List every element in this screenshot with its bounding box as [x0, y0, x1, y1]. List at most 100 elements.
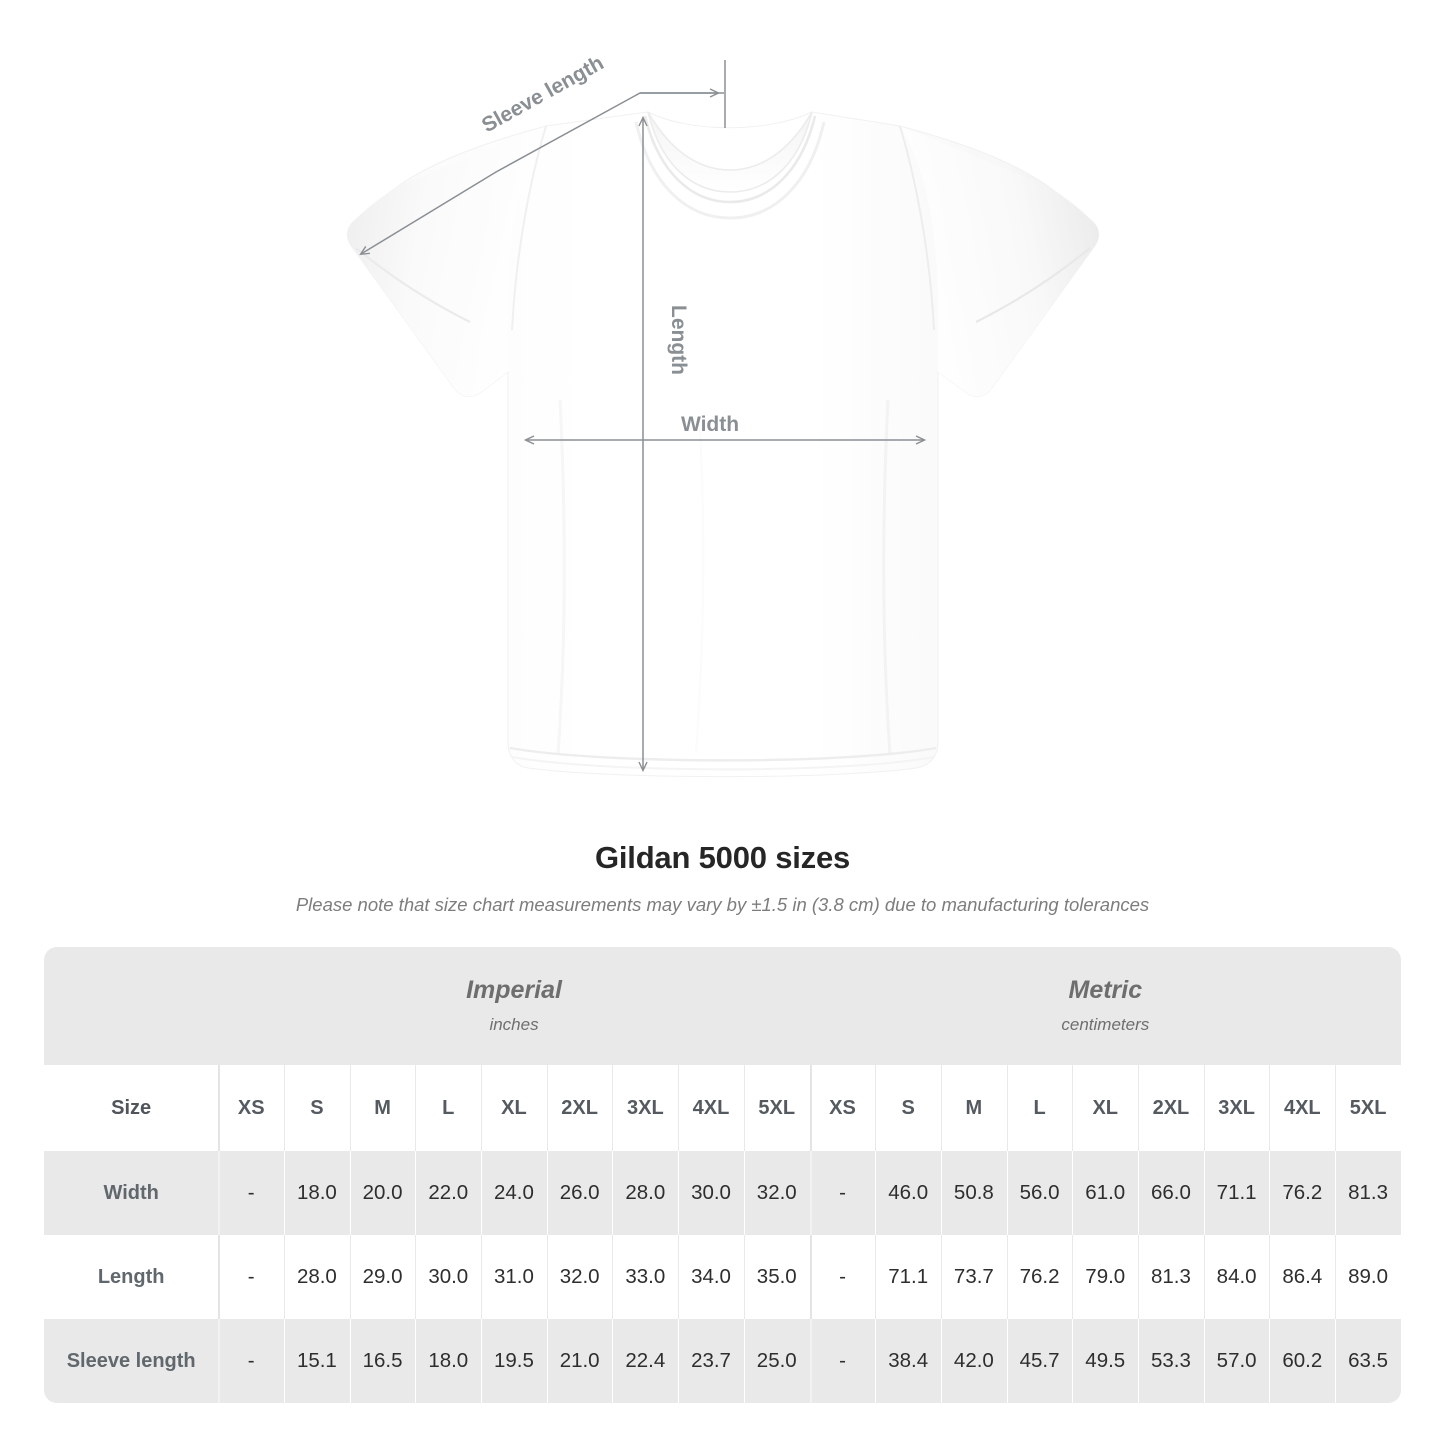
- cell-width-metric-5xl: 81.3: [1335, 1151, 1401, 1235]
- size-header-metric-xl: XL: [1072, 1065, 1139, 1151]
- chart-heading-block: Gildan 5000 sizes Please note that size …: [0, 840, 1445, 916]
- cell-sleeve-imperial-l: 18.0: [415, 1319, 482, 1403]
- cell-sleeve-imperial-2xl: 21.0: [546, 1319, 613, 1403]
- size-header-imperial-4xl: 4XL: [678, 1065, 744, 1151]
- size-chart-table-wrapper: Imperial inches Metric centimeters Size …: [44, 947, 1401, 1403]
- size-header-label: Size: [44, 1065, 219, 1151]
- cell-width-metric-2xl: 66.0: [1138, 1151, 1204, 1235]
- cell-sleeve-metric-l: 45.7: [1006, 1319, 1073, 1403]
- measurement-annotations: [361, 60, 924, 770]
- cell-width-metric-xs: -: [809, 1151, 876, 1235]
- cell-sleeve-metric-4xl: 60.2: [1269, 1319, 1336, 1403]
- cell-sleeve-imperial-xl: 19.5: [481, 1319, 547, 1403]
- cell-sleeve-imperial-4xl: 23.7: [678, 1319, 744, 1403]
- cell-length-imperial-s: 28.0: [284, 1235, 350, 1319]
- cell-width-imperial-3xl: 28.0: [612, 1151, 679, 1235]
- cell-sleeve-metric-s: 38.4: [875, 1319, 942, 1403]
- table-row-width: Width - 18.0 20.0 22.0 24.0 26.0 28.0 30…: [44, 1151, 1401, 1235]
- cell-length-metric-m: 73.7: [941, 1235, 1007, 1319]
- cell-length-metric-xl: 79.0: [1072, 1235, 1139, 1319]
- size-header-metric-3xl: 3XL: [1203, 1065, 1270, 1151]
- cell-sleeve-imperial-5xl: 25.0: [743, 1319, 810, 1403]
- unit-name-metric: Metric: [1068, 976, 1143, 1005]
- cell-sleeve-imperial-m: 16.5: [349, 1319, 416, 1403]
- page-title: Gildan 5000 sizes: [594, 840, 851, 875]
- cell-width-metric-xl: 61.0: [1072, 1151, 1139, 1235]
- size-header-imperial-m: M: [349, 1065, 416, 1151]
- size-header-metric-4xl: 4XL: [1269, 1065, 1336, 1151]
- cell-sleeve-metric-5xl: 63.5: [1335, 1319, 1401, 1403]
- table-row-length: Length - 28.0 29.0 30.0 31.0 32.0 33.0 3…: [44, 1235, 1401, 1319]
- size-header-imperial-2xl: 2XL: [546, 1065, 613, 1151]
- cell-length-metric-3xl: 84.0: [1203, 1235, 1270, 1319]
- size-header-metric-m: M: [941, 1065, 1007, 1151]
- size-header-imperial-s: S: [284, 1065, 350, 1151]
- cell-sleeve-metric-3xl: 57.0: [1203, 1319, 1270, 1403]
- cell-width-imperial-4xl: 30.0: [678, 1151, 744, 1235]
- sleeve-length-dimension: [361, 60, 726, 254]
- tshirt-illustration: Sleeve length Length Width: [346, 51, 1100, 778]
- width-label: Width: [681, 413, 739, 436]
- unit-spacer-cell: [44, 947, 219, 1065]
- cell-width-imperial-5xl: 32.0: [743, 1151, 810, 1235]
- cell-width-imperial-l: 22.0: [415, 1151, 482, 1235]
- cell-sleeve-metric-xs: -: [809, 1319, 876, 1403]
- unit-cell-imperial: Imperial inches: [218, 947, 810, 1065]
- cell-sleeve-imperial-s: 15.1: [284, 1319, 350, 1403]
- cell-length-imperial-l: 30.0: [415, 1235, 482, 1319]
- tshirt-diagram: Sleeve length Length Width: [346, 51, 1100, 778]
- size-header-imperial-3xl: 3XL: [612, 1065, 679, 1151]
- size-header-imperial-xs: XS: [218, 1065, 285, 1151]
- table-row-sleeve-length: Sleeve length - 15.1 16.5 18.0 19.5 21.0…: [44, 1319, 1401, 1403]
- cell-width-imperial-m: 20.0: [349, 1151, 416, 1235]
- cell-width-imperial-2xl: 26.0: [546, 1151, 613, 1235]
- unit-cell-metric: Metric centimeters: [809, 947, 1401, 1065]
- cell-width-metric-4xl: 76.2: [1269, 1151, 1336, 1235]
- length-label: Length: [667, 305, 690, 375]
- size-header-metric-s: S: [875, 1065, 942, 1151]
- cell-width-imperial-xl: 24.0: [481, 1151, 547, 1235]
- cell-width-imperial-xs: -: [218, 1151, 285, 1235]
- size-header-metric-xs: XS: [809, 1065, 876, 1151]
- cell-length-metric-l: 76.2: [1006, 1235, 1073, 1319]
- cell-length-metric-2xl: 81.3: [1138, 1235, 1204, 1319]
- cell-length-imperial-xs: -: [218, 1235, 285, 1319]
- size-chart-table: Imperial inches Metric centimeters Size …: [44, 947, 1401, 1403]
- cell-sleeve-imperial-xs: -: [218, 1319, 285, 1403]
- row-label-length: Length: [44, 1235, 219, 1319]
- cell-sleeve-metric-m: 42.0: [941, 1319, 1007, 1403]
- unit-sub-metric: centimeters: [1061, 1014, 1150, 1034]
- cell-sleeve-metric-2xl: 53.3: [1138, 1319, 1204, 1403]
- tolerance-note: Please note that size chart measurements…: [295, 894, 1150, 915]
- size-header-metric-l: L: [1006, 1065, 1073, 1151]
- cell-length-metric-5xl: 89.0: [1335, 1235, 1401, 1319]
- row-label-width: Width: [44, 1151, 219, 1235]
- row-label-sleeve-length: Sleeve length: [44, 1319, 219, 1403]
- cell-length-metric-s: 71.1: [875, 1235, 942, 1319]
- cell-width-metric-3xl: 71.1: [1203, 1151, 1270, 1235]
- cell-length-imperial-3xl: 33.0: [612, 1235, 679, 1319]
- unit-sub-imperial: inches: [489, 1014, 539, 1034]
- cell-length-imperial-2xl: 32.0: [546, 1235, 613, 1319]
- garment-silhouette: [346, 111, 1100, 778]
- cell-width-metric-s: 46.0: [875, 1151, 942, 1235]
- cell-length-imperial-xl: 31.0: [481, 1235, 547, 1319]
- size-header-imperial-5xl: 5XL: [743, 1065, 810, 1151]
- cell-width-metric-m: 50.8: [941, 1151, 1007, 1235]
- cell-sleeve-imperial-3xl: 22.4: [612, 1319, 679, 1403]
- unit-header-row: Imperial inches Metric centimeters: [44, 947, 1401, 1065]
- size-header-imperial-xl: XL: [481, 1065, 547, 1151]
- cell-length-metric-xs: -: [809, 1235, 876, 1319]
- unit-name-imperial: Imperial: [466, 976, 562, 1005]
- cell-width-imperial-s: 18.0: [284, 1151, 350, 1235]
- cell-length-imperial-5xl: 35.0: [743, 1235, 810, 1319]
- size-header-metric-5xl: 5XL: [1335, 1065, 1401, 1151]
- cell-length-metric-4xl: 86.4: [1269, 1235, 1336, 1319]
- cell-length-imperial-m: 29.0: [349, 1235, 416, 1319]
- size-header-row: Size XS S M L XL 2XL 3XL 4XL 5XL XS S M …: [44, 1065, 1401, 1151]
- cell-width-metric-l: 56.0: [1006, 1151, 1073, 1235]
- cell-sleeve-metric-xl: 49.5: [1072, 1319, 1139, 1403]
- size-header-imperial-l: L: [415, 1065, 482, 1151]
- size-header-metric-2xl: 2XL: [1138, 1065, 1204, 1151]
- cell-length-imperial-4xl: 34.0: [678, 1235, 744, 1319]
